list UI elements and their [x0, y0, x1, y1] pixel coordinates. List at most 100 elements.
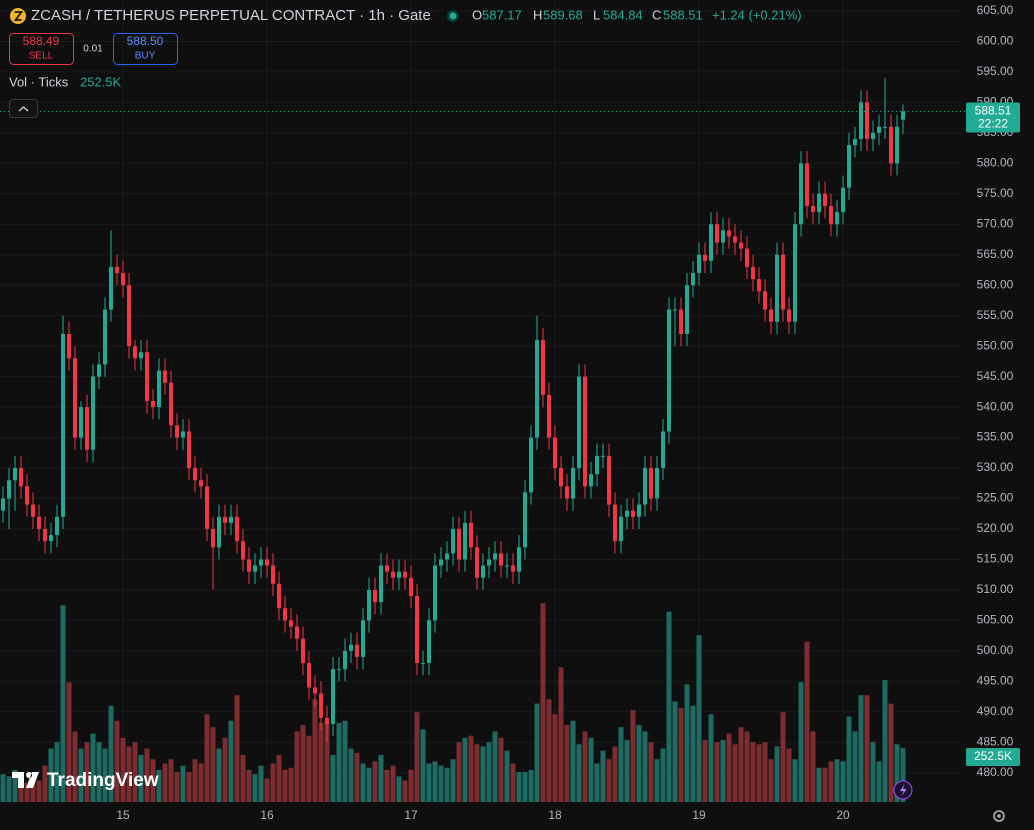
candle-body	[25, 486, 29, 505]
volume-bar	[678, 707, 684, 802]
volume-bar	[180, 765, 186, 802]
candle-body	[733, 236, 737, 243]
candle-body	[373, 589, 377, 603]
candle-body	[721, 230, 725, 243]
candle-body	[349, 644, 353, 651]
y-tick-label: 520.00	[977, 521, 1014, 535]
settings-icon[interactable]	[993, 810, 1005, 822]
status-dot	[449, 12, 457, 20]
candle-body	[301, 638, 305, 664]
volume-bar	[282, 769, 288, 802]
volume-bar	[342, 720, 348, 802]
candle-body	[103, 309, 107, 365]
volume-bar	[894, 744, 900, 802]
volume-bar	[384, 769, 390, 802]
volume-bar	[480, 746, 486, 802]
volume-bar	[162, 763, 168, 802]
candle-body	[253, 565, 257, 572]
y-tick-label: 605.00	[977, 3, 1014, 17]
volume-bar	[792, 759, 798, 802]
volume-bar	[582, 731, 588, 802]
volume-bar	[264, 778, 270, 802]
x-tick-label: 15	[116, 808, 130, 822]
candle-body	[583, 376, 587, 487]
candle-body	[427, 620, 431, 664]
candle-body	[7, 480, 11, 499]
candle-body	[175, 425, 179, 438]
candle-body	[187, 431, 191, 469]
candle-body	[205, 486, 209, 529]
ohlc-value: 589.68	[543, 7, 583, 22]
candle-body	[589, 474, 593, 487]
y-tick-label: 490.00	[977, 704, 1014, 718]
volume-bar	[564, 725, 570, 802]
y-tick-label: 565.00	[977, 247, 1014, 261]
ohlc-key: O	[472, 7, 482, 22]
volume-bar	[636, 725, 642, 802]
volume-bar	[48, 748, 54, 802]
volume-bar	[78, 748, 84, 802]
ohlc-value: 584.84	[603, 7, 643, 22]
y-tick-label: 510.00	[977, 582, 1014, 596]
volume-bar	[240, 754, 246, 802]
volume-bar	[150, 759, 156, 802]
volume-bar	[210, 727, 216, 802]
candle-body	[397, 571, 401, 578]
candle-body	[241, 541, 245, 560]
candle-body	[421, 663, 425, 665]
candle-body	[697, 254, 701, 274]
volume-bar	[330, 754, 336, 802]
candle-body	[853, 138, 857, 146]
candle-body	[601, 455, 605, 457]
candle-body	[829, 205, 833, 225]
volume-bar	[84, 742, 90, 802]
candle-body	[163, 370, 167, 383]
candle-body	[403, 571, 407, 578]
volume-bar	[642, 731, 648, 802]
candle-body	[445, 553, 449, 560]
candle-body	[211, 528, 215, 548]
volume-bar	[414, 712, 420, 802]
candle-body	[637, 504, 641, 517]
y-tick-label: 515.00	[977, 552, 1014, 566]
sell-button[interactable]	[9, 33, 74, 65]
candle-body	[877, 126, 881, 133]
candle-body	[97, 364, 101, 377]
volume-bar	[174, 772, 180, 802]
candle-body	[643, 468, 647, 505]
candle-body	[871, 132, 875, 139]
candle-body	[715, 224, 719, 243]
candle-body	[361, 620, 365, 657]
candle-body	[283, 608, 287, 621]
volume-bar	[450, 759, 456, 802]
candle-body	[469, 522, 473, 548]
candle-body	[325, 717, 329, 724]
volume-bar	[738, 727, 744, 802]
volume-bar	[426, 763, 432, 802]
ohlc-key: L	[593, 7, 600, 22]
volume-bar	[438, 765, 444, 802]
volume-bar	[504, 750, 510, 802]
candle-body	[739, 242, 743, 249]
volume-bar	[402, 780, 408, 802]
volume-bar	[42, 765, 48, 802]
volume-bar	[618, 727, 624, 802]
volume-bar	[252, 774, 258, 802]
buy-button[interactable]	[113, 33, 178, 65]
candle-body	[277, 583, 281, 609]
volume-bar	[336, 722, 342, 802]
y-tick-label: 575.00	[977, 186, 1014, 200]
candle-body	[31, 504, 35, 517]
candle-body	[355, 644, 359, 657]
candle-body	[673, 309, 677, 311]
volume-bar	[522, 772, 528, 802]
volume-bar	[774, 746, 780, 802]
candle-body	[649, 468, 653, 499]
volume-bar	[510, 763, 516, 802]
collapse-button[interactable]	[9, 99, 38, 118]
change: +1.24 (+0.21%)	[712, 7, 802, 22]
y-tick-label: 550.00	[977, 338, 1014, 352]
volume-bar	[72, 731, 78, 802]
volume-bar	[780, 712, 786, 802]
candle-body	[625, 510, 629, 517]
